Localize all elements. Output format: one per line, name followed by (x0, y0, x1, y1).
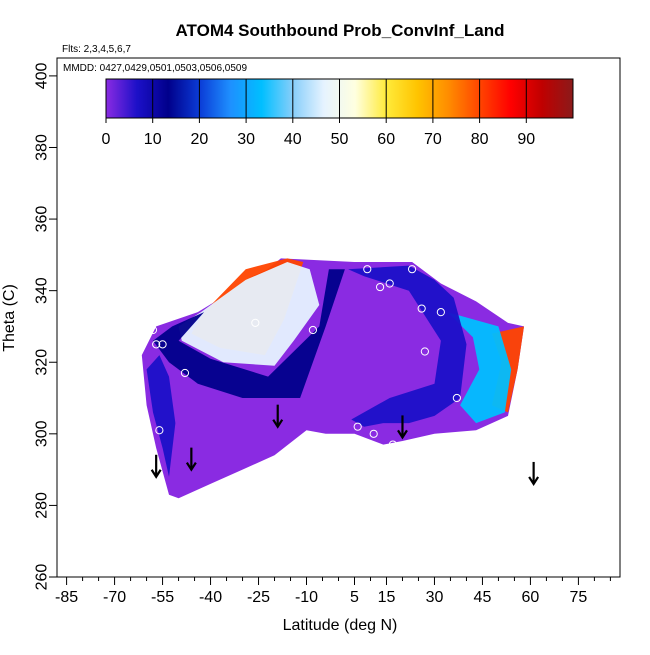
colorbar-tick-label-9: 90 (517, 131, 535, 148)
colorbar-tick-label-5: 50 (331, 131, 349, 148)
data-point-11 (417, 304, 426, 313)
x-tick-label-6: 5 (350, 589, 359, 606)
colorbar-tick-label-1: 10 (144, 131, 162, 148)
data-point-2 (158, 340, 167, 349)
arrow-0 (150, 454, 162, 479)
field-band-7 (146, 355, 176, 477)
y-tick-label-6: 380 (34, 134, 51, 161)
data-point-15 (353, 422, 362, 431)
colorbar: 0 10 20 30 40 50 60 70 80 90 (102, 78, 574, 148)
data-point-10 (407, 265, 417, 274)
data-point-17 (388, 440, 397, 449)
arrow-head-4 (528, 476, 540, 486)
colorbar-tick-label-8: 80 (471, 131, 489, 148)
data-point-13 (436, 308, 445, 317)
flights-label: Flts: 2,3,4,5,6,7 (62, 44, 131, 55)
dates-label: MMDD: 0427,0429,0501,0503,0506,0509 (63, 63, 247, 74)
x-tick-label-2: -55 (151, 589, 174, 606)
arrow-head-2 (272, 419, 284, 429)
field-band-3 (178, 262, 320, 366)
field-band-5 (153, 269, 345, 398)
data-point-3 (180, 368, 190, 378)
data-point-12 (420, 347, 429, 356)
x-tick-label-3: -40 (199, 589, 222, 606)
point-layer (148, 265, 461, 449)
arrow-4 (528, 461, 540, 486)
x-tick-label-10: 60 (522, 589, 540, 606)
colorbar-tick-label-0: 0 (102, 131, 111, 148)
arrow-layer (150, 404, 540, 486)
y-tick-label-1: 280 (34, 492, 51, 519)
x-axis-label: Latitude (deg N) (283, 617, 398, 634)
colorbar-tick-label-6: 60 (377, 131, 395, 148)
arrow-head-3 (397, 429, 408, 440)
x-tick-label-4: -25 (247, 589, 270, 606)
y-tick-label-2: 300 (34, 420, 51, 447)
y-tick-label-5: 360 (34, 206, 51, 233)
field-band-6 (348, 265, 467, 427)
x-tick-label-8: 30 (426, 589, 444, 606)
arrow-head-1 (185, 462, 197, 472)
y-tick-label-7: 400 (34, 62, 51, 89)
x-tick-label-5: -10 (295, 589, 318, 606)
field-band-4 (447, 312, 512, 424)
x-tick-label-0: -85 (55, 589, 78, 606)
data-point-5 (251, 318, 260, 327)
arrow-head-0 (150, 469, 162, 479)
y-tick-label-4: 340 (34, 277, 51, 304)
colorbar-tick-label-7: 70 (424, 131, 442, 148)
arrow-1 (185, 447, 197, 472)
data-point-0 (148, 325, 158, 335)
x-tick-label-1: -70 (103, 589, 126, 606)
data-point-8 (375, 282, 385, 292)
x-tick-label-11: 75 (570, 589, 588, 606)
data-point-14 (452, 393, 461, 403)
field-layer (141, 258, 525, 499)
y-tick-label-0: 260 (34, 564, 51, 591)
x-tick-label-7: 15 (378, 589, 396, 606)
colorbar-tick-label-4: 40 (284, 131, 302, 148)
data-point-4 (155, 426, 164, 435)
arrow-2 (272, 404, 284, 429)
colorbar-tick-label-2: 20 (191, 131, 209, 148)
arrow-3 (397, 415, 408, 440)
y-tick-label-3: 320 (34, 349, 51, 376)
data-point-7 (363, 265, 372, 274)
x-tick-label-9: 45 (474, 589, 492, 606)
data-point-16 (369, 429, 378, 438)
data-point-6 (308, 325, 318, 335)
colorbar-tick-label-3: 30 (237, 131, 255, 148)
data-point-9 (385, 279, 394, 288)
chart-title: ATOM4 Southbound Prob_ConvInf_Land (176, 21, 505, 40)
data-point-1 (152, 340, 161, 349)
axes-layer: -85 -70 -55 -40 -25 -10 5 15 30 45 60 7526028030032… (34, 57, 621, 606)
y-axis-label: Theta (C) (1, 284, 18, 352)
